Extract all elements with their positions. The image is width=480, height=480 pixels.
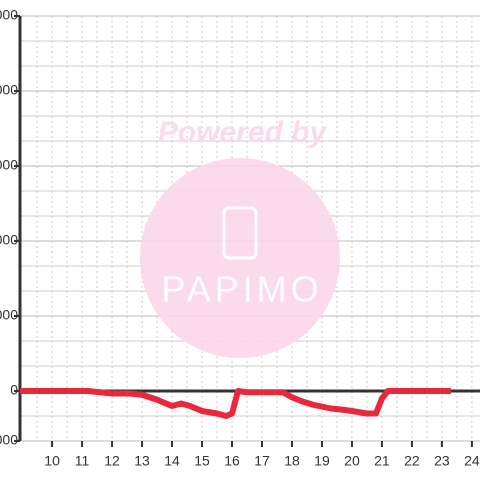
- x-tick-label: 19: [314, 453, 330, 469]
- x-tick-label: 21: [374, 453, 390, 469]
- x-tick-label: 12: [104, 453, 120, 469]
- data-line: [20, 388, 451, 419]
- y-tick-label: 60,000: [0, 232, 18, 248]
- y-tick-label: 30,000: [0, 307, 18, 323]
- x-tick-label: 20: [344, 453, 360, 469]
- watermark-logo: PAPIMO: [161, 269, 322, 310]
- y-tick-label: 90,000: [0, 157, 18, 173]
- x-tick-label: 23: [434, 453, 450, 469]
- x-tick-label: 11: [75, 453, 90, 469]
- watermark-title: Powered by: [158, 116, 328, 149]
- x-tick-label: 22: [404, 453, 420, 469]
- y-tick-label: 0: [10, 382, 18, 398]
- y-tick-label: -20,000: [0, 432, 18, 448]
- x-tick-label: 18: [284, 453, 300, 469]
- y-tick-label: 150,000: [0, 7, 18, 23]
- x-tick-label: 13: [134, 453, 150, 469]
- x-tick-label: 24: [464, 453, 480, 469]
- x-tick-label: 16: [224, 453, 240, 469]
- watermark: Powered by PAPIMO: [140, 116, 340, 358]
- y-tick-label: 120,000: [0, 82, 18, 98]
- watermark-icon: [222, 206, 258, 260]
- x-tick-label: 14: [164, 453, 180, 469]
- x-tick-label: 10: [44, 453, 60, 469]
- x-tick-label: 17: [254, 453, 270, 469]
- x-tick-label: 15: [194, 453, 210, 469]
